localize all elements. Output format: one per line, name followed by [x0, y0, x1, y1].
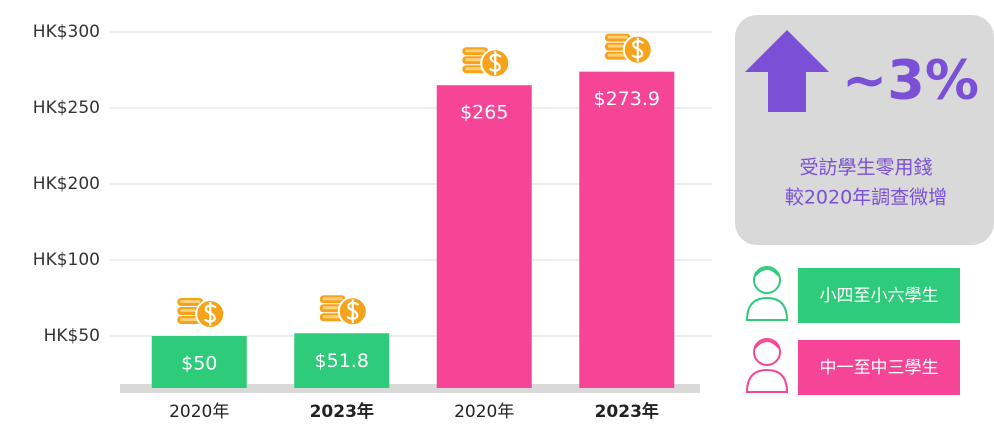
legend-icon [745, 338, 789, 393]
coin-shine [607, 44, 628, 48]
coin-shine [465, 67, 486, 71]
annotation-line: 較2020年調查微增 [785, 187, 947, 209]
legend-label: 小四至小六學生 [820, 286, 939, 306]
coin-shine [607, 53, 628, 57]
value-label: $51.8 [315, 350, 369, 372]
coin-shine [607, 35, 628, 39]
coin-symbol [204, 301, 217, 327]
legend-swatch [798, 340, 960, 395]
x-tick-label: 2023年 [310, 401, 374, 422]
annotation-headline: ~3% [842, 49, 979, 112]
coin-shine [180, 309, 201, 312]
x-tick-label: 2023年 [595, 401, 659, 422]
coin-shine [465, 58, 486, 62]
coin-shine [322, 315, 343, 319]
y-tick-label: HK$50 [44, 326, 100, 346]
coin-shine [465, 49, 486, 53]
y-tick-label: HK$200 [33, 174, 100, 194]
bar [151, 336, 247, 388]
body [745, 368, 789, 393]
legend-icon [745, 266, 789, 321]
coin-symbol [346, 299, 359, 324]
bar [436, 85, 532, 388]
coin-symbol [631, 37, 644, 62]
coin-shine [180, 300, 201, 303]
hair [754, 340, 780, 349]
legend-label: 中一至中三學生 [820, 358, 939, 378]
head [753, 266, 781, 294]
y-tick-label: HK$300 [33, 22, 100, 42]
head [753, 338, 781, 366]
value-label: $50 [181, 353, 217, 375]
coin-symbol [489, 51, 502, 76]
y-tick-label: HK$100 [33, 250, 100, 270]
hair [754, 268, 780, 277]
x-tick-label: 2020年 [169, 402, 229, 422]
y-tick-label: HK$250 [33, 98, 100, 118]
value-label: $265 [460, 102, 508, 124]
coin-shine [322, 297, 343, 301]
coin-icon [604, 33, 653, 65]
baseline [120, 384, 700, 393]
bar [579, 71, 675, 388]
annotation-line: 受訪學生零用錢 [799, 157, 932, 179]
legend-swatch [798, 268, 960, 323]
coin-icon [177, 298, 226, 329]
value-label: $273.9 [594, 88, 660, 110]
coin-shine [180, 318, 201, 321]
coin-icon [319, 295, 368, 327]
coin-icon [462, 47, 511, 79]
body [745, 296, 789, 321]
bar [294, 333, 390, 388]
up-arrow [745, 30, 829, 112]
x-tick-label: 2020年 [454, 402, 514, 422]
coin-shine [322, 306, 343, 310]
